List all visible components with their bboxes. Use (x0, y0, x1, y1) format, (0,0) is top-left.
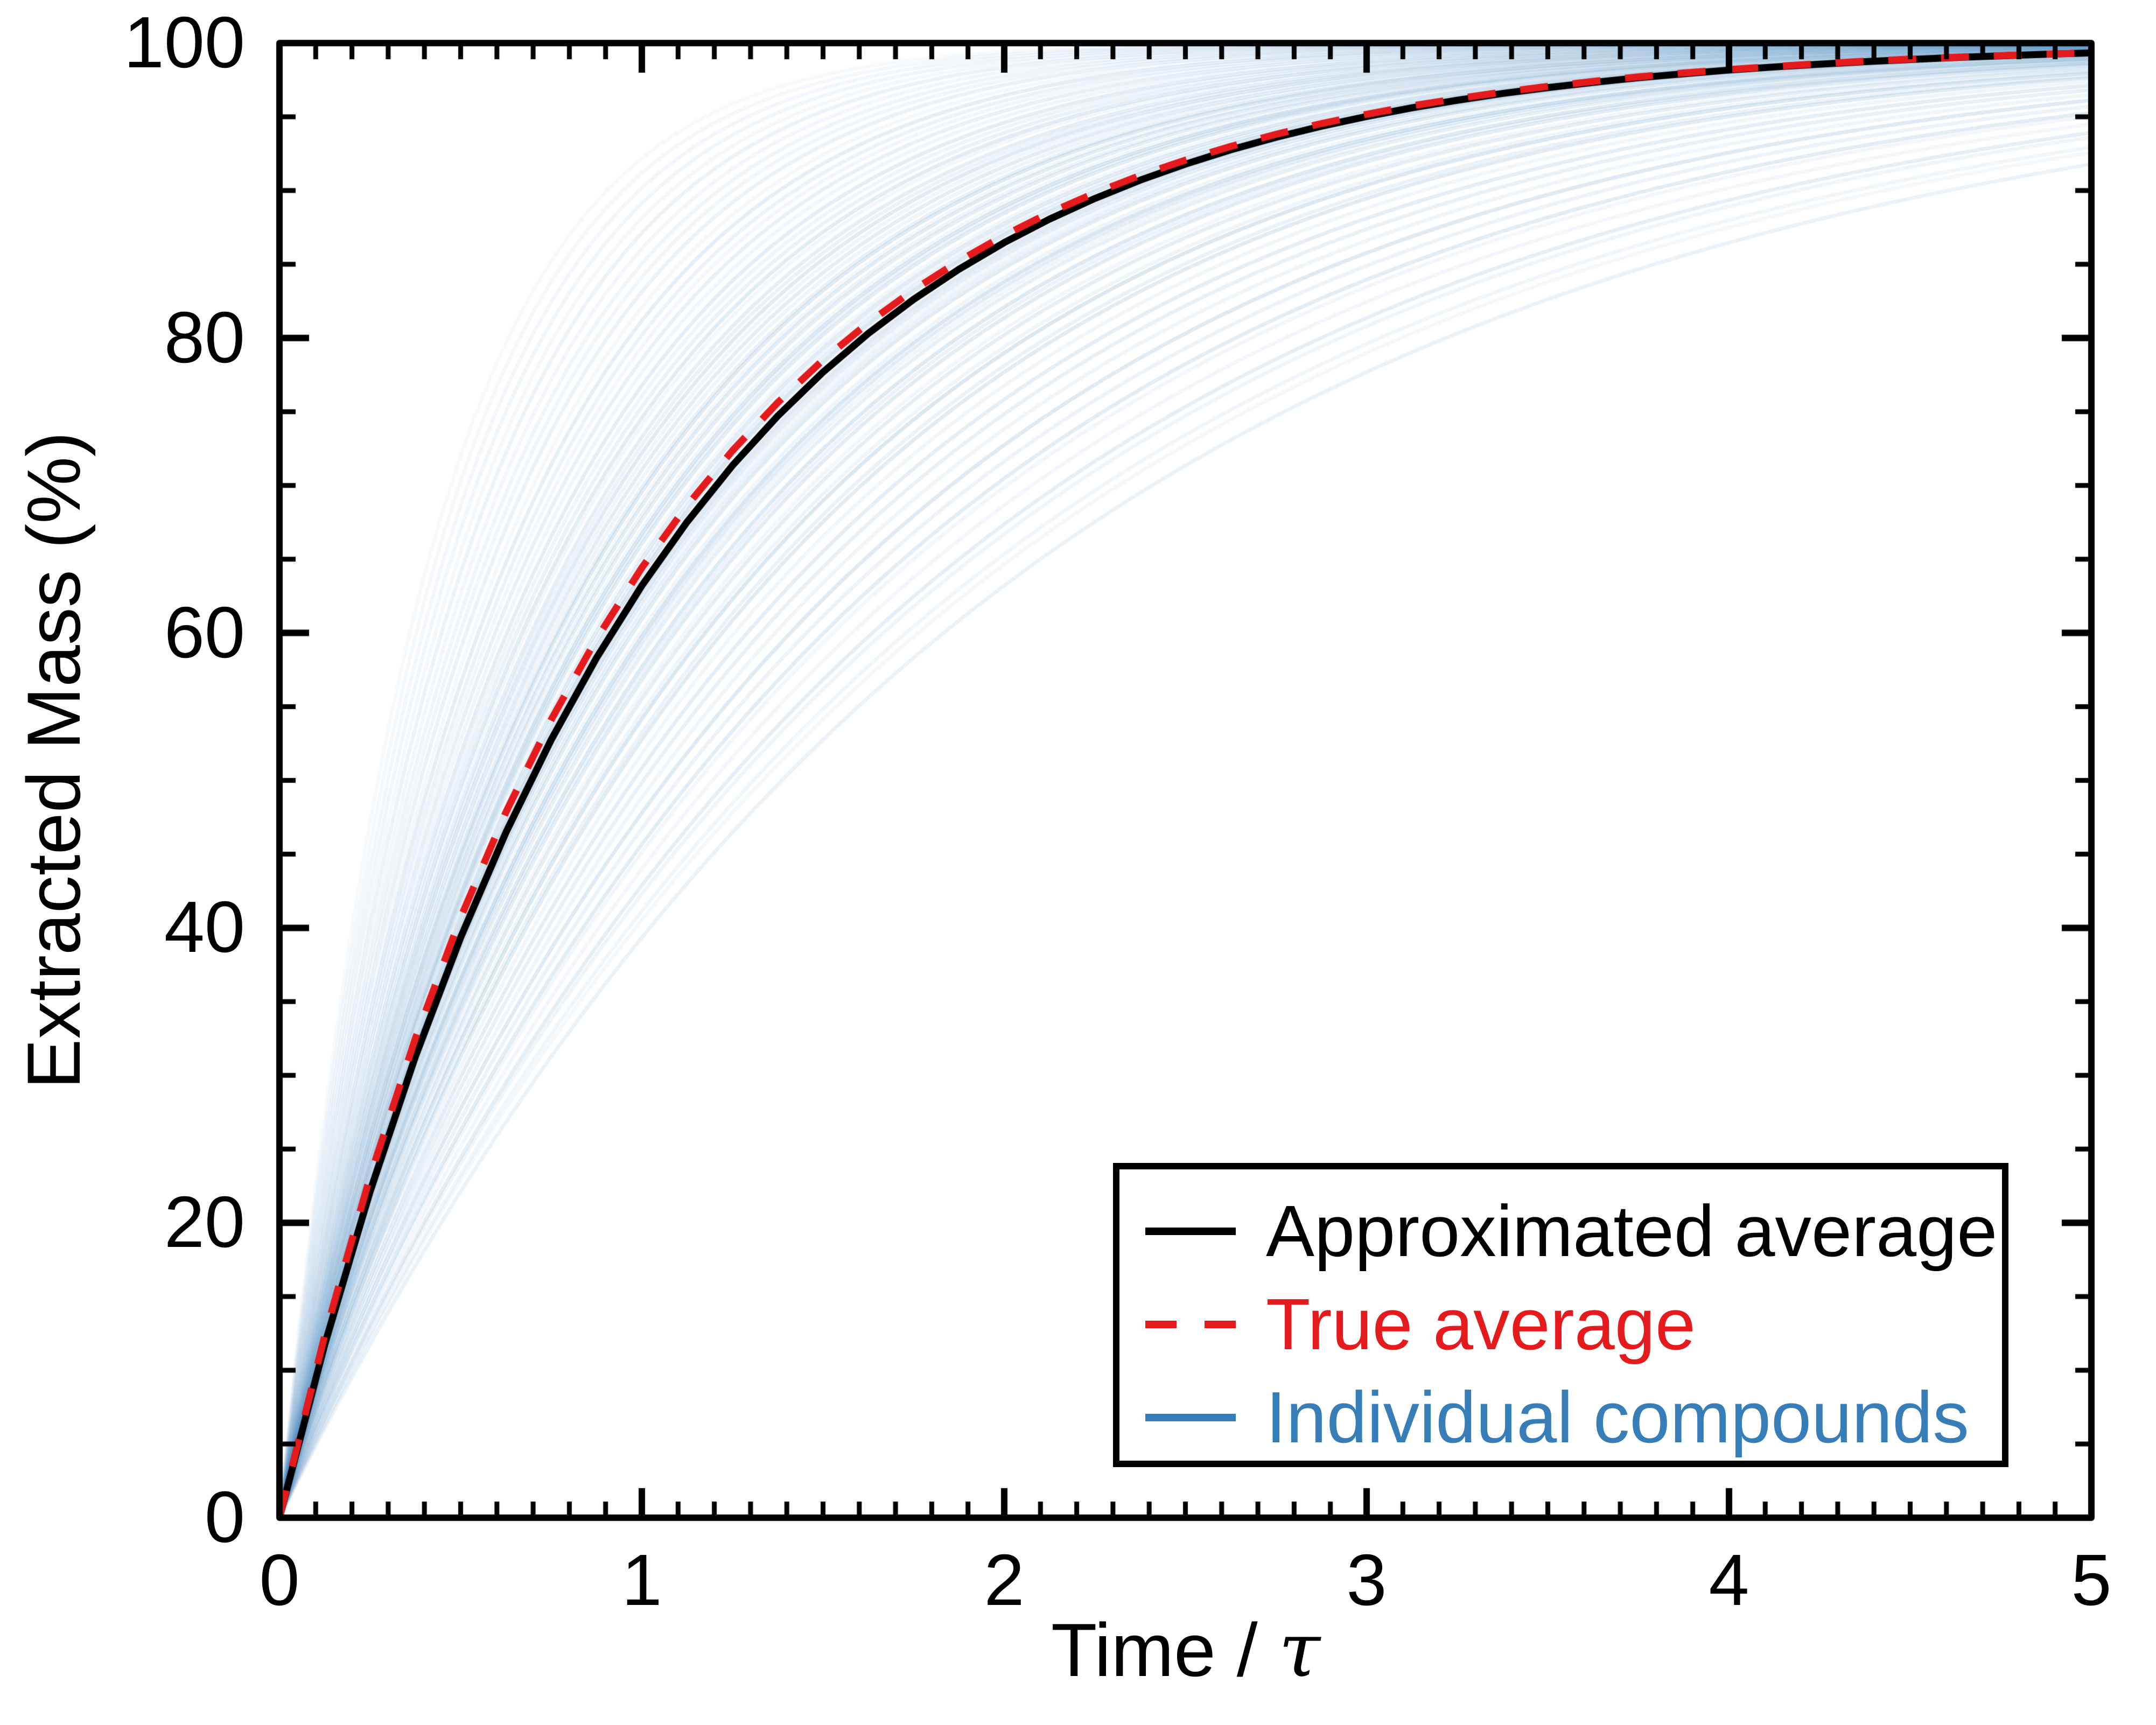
legend-dash-segment (1145, 1321, 1177, 1328)
legend-item-individual-compounds: Individual compounds (1145, 1377, 1969, 1458)
legend-solid-segment (1145, 1228, 1236, 1235)
legend-line-individual-compounds (1145, 1414, 1236, 1421)
x-axis-label-text: Time / (1051, 1608, 1279, 1692)
y-axis-label: Extracted Mass (%) (11, 431, 96, 1089)
x-tick-label-4: 4 (1709, 1539, 1749, 1621)
legend: Approximated average True average Indivi… (1113, 1163, 2008, 1467)
x-tick-label-0: 0 (259, 1539, 300, 1621)
x-tick-label-2: 2 (984, 1539, 1025, 1621)
y-tick-label-60: 60 (164, 591, 245, 673)
legend-label-approximated-average: Approximated average (1266, 1190, 1998, 1272)
legend-line-true-average (1145, 1321, 1236, 1328)
x-tick-label-1: 1 (621, 1539, 662, 1621)
x-tick-label-3: 3 (1346, 1539, 1387, 1621)
legend-dash-segment (1205, 1321, 1236, 1328)
y-tick-label-80: 80 (164, 296, 245, 378)
tau-symbol: τ (1278, 1607, 1321, 1694)
x-tick-label-5: 5 (2071, 1539, 2112, 1621)
legend-item-true-average: True average (1145, 1284, 1696, 1365)
legend-line-approximated-average (1145, 1228, 1236, 1235)
x-axis-label: Time / τ (863, 1607, 1509, 1694)
legend-label-true-average: True average (1266, 1284, 1696, 1365)
y-tick-label-40: 40 (164, 886, 245, 968)
legend-label-individual-compounds: Individual compounds (1266, 1377, 1969, 1458)
y-tick-label-20: 20 (164, 1181, 245, 1263)
y-tick-label-100: 100 (123, 2, 245, 83)
legend-item-approximated-average: Approximated average (1145, 1191, 1997, 1272)
legend-solid-segment (1145, 1414, 1236, 1421)
y-tick-label-0: 0 (204, 1476, 245, 1558)
